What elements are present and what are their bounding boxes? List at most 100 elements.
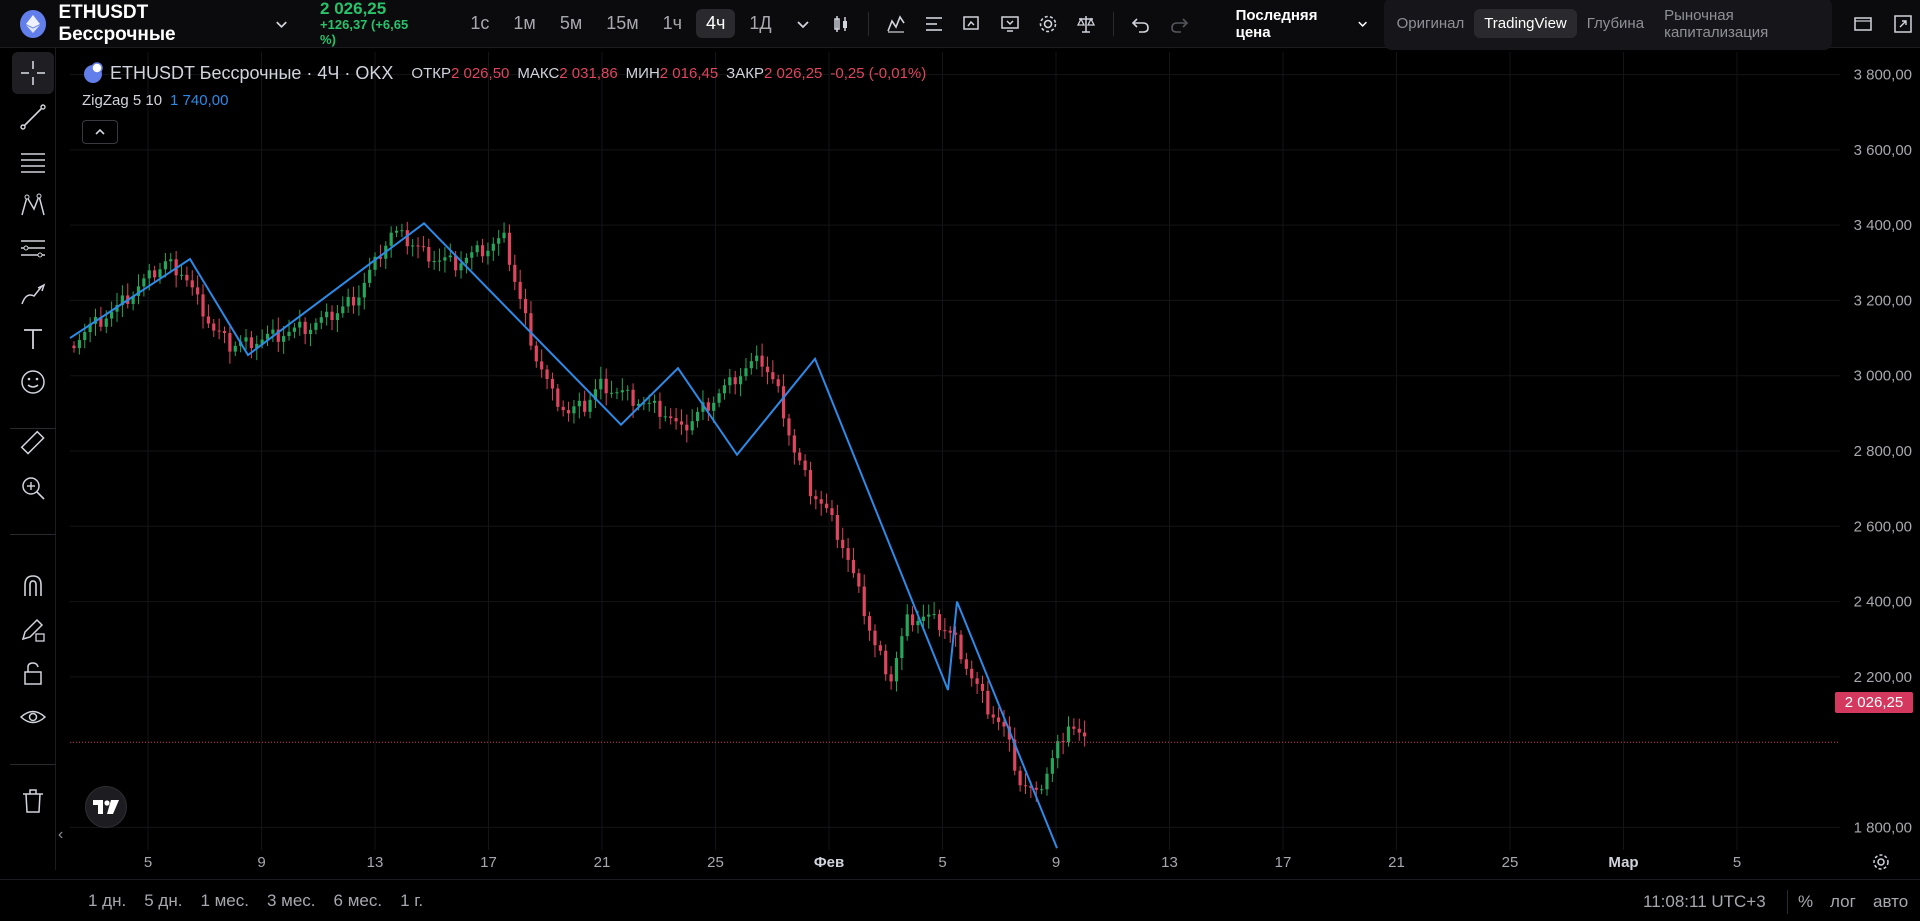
range-5d[interactable]: 5 дн. xyxy=(144,890,183,910)
range-6m[interactable]: 6 мес. xyxy=(333,890,383,910)
time-tick-label: Мар xyxy=(1608,854,1638,871)
candle-body xyxy=(959,634,963,660)
range-3m[interactable]: 3 мес. xyxy=(266,890,316,910)
tab-market-cap[interactable]: Рыночная капитализация xyxy=(1664,6,1769,41)
candle-body xyxy=(411,245,415,247)
smiley-icon xyxy=(21,370,45,394)
delete-tool[interactable] xyxy=(12,780,54,822)
lock-all-tool[interactable] xyxy=(12,653,54,695)
brush-tool[interactable] xyxy=(12,274,54,316)
divider xyxy=(1112,11,1114,36)
tf-4h[interactable]: 4ч xyxy=(696,9,736,38)
pattern-icon xyxy=(21,193,45,216)
candle-body xyxy=(1083,732,1087,737)
lock-drawing-tool[interactable] xyxy=(12,609,54,651)
candle-body xyxy=(997,717,1001,723)
divider xyxy=(867,11,869,36)
tf-1s[interactable]: 1с xyxy=(470,13,490,33)
legend-open-label: ОТКР xyxy=(411,64,451,82)
emoji-tool[interactable] xyxy=(12,361,54,403)
candle-body xyxy=(454,255,458,271)
fib-tool[interactable] xyxy=(12,229,54,271)
tf-1d[interactable]: 1Д xyxy=(749,13,772,33)
compare-scale-icon[interactable] xyxy=(1069,7,1103,41)
time-axis: 5 9 13 17 21 25 Фев 5 9 13 17 21 25 Мар 5 xyxy=(144,854,1741,871)
undo-icon[interactable] xyxy=(1124,7,1158,41)
log-scale-toggle[interactable]: лог xyxy=(1830,892,1856,911)
candle-body xyxy=(319,317,323,323)
candle-body xyxy=(755,355,759,362)
price-tick-label: 2 400,00 xyxy=(1854,594,1912,611)
collapse-legend-button[interactable] xyxy=(82,120,118,144)
candle-body xyxy=(115,304,119,312)
clock[interactable]: 11:08:11 UTC+3 xyxy=(1643,892,1766,911)
more-timeframes-chevron-icon[interactable] xyxy=(786,7,820,41)
crosshair-tool[interactable] xyxy=(12,52,54,94)
range-1m[interactable]: 1 мес. xyxy=(200,890,249,910)
templates-icon[interactable] xyxy=(917,7,951,41)
candle-body xyxy=(303,321,307,335)
candle-body xyxy=(126,295,130,304)
candle-body xyxy=(341,306,345,314)
tab-depth[interactable]: Глубина xyxy=(1586,15,1645,32)
magnet-tool[interactable] xyxy=(12,565,54,607)
tf-5m[interactable]: 5м xyxy=(559,13,583,33)
symbol-selector[interactable]: ETHUSDT Бессрочные xyxy=(0,0,290,48)
range-1y[interactable]: 1 г. xyxy=(400,890,424,910)
candles-group xyxy=(72,221,1087,802)
tf-1m[interactable]: 1м xyxy=(513,13,536,33)
layout-icon[interactable] xyxy=(1846,7,1880,41)
alert-icon[interactable] xyxy=(955,7,989,41)
last-price: 2 026,25 xyxy=(320,0,387,18)
tab-original[interactable]: Оригинал xyxy=(1396,15,1465,32)
candle-body xyxy=(480,245,485,257)
candle-body xyxy=(88,323,92,333)
auto-scale-toggle[interactable]: авто xyxy=(1873,892,1909,911)
trash-icon xyxy=(23,789,43,813)
collapse-toolbar-icon[interactable]: ‹ xyxy=(58,826,64,843)
trend-line-tool[interactable] xyxy=(12,96,54,138)
fib-retracement-icon xyxy=(21,240,45,258)
tf-15m[interactable]: 15м xyxy=(606,13,639,33)
fullscreen-icon[interactable] xyxy=(1886,7,1920,41)
settings-gear-icon[interactable] xyxy=(1031,7,1065,41)
candle-body xyxy=(975,678,979,684)
axis-settings-gear-icon[interactable] xyxy=(1870,851,1892,873)
candle-body xyxy=(276,329,280,342)
redo-icon[interactable] xyxy=(1162,7,1196,41)
time-tick-label: 17 xyxy=(480,854,497,871)
zoom-tool[interactable] xyxy=(12,467,54,509)
candle-body xyxy=(271,329,275,334)
candle-body xyxy=(808,470,813,497)
tf-1h[interactable]: 1ч xyxy=(662,13,682,33)
candle-body xyxy=(523,298,528,314)
price-type-selector[interactable]: Последняя цена xyxy=(1236,7,1370,41)
percent-scale-toggle[interactable]: % xyxy=(1798,892,1814,911)
trend-line-icon xyxy=(20,104,46,130)
tab-tradingview[interactable]: TradingView xyxy=(1474,9,1577,38)
candle-body xyxy=(862,586,866,617)
candle-body xyxy=(593,389,598,400)
measure-tool[interactable] xyxy=(12,422,54,464)
visibility-tool[interactable] xyxy=(12,697,54,739)
chevron-down-icon[interactable] xyxy=(273,15,290,33)
candle-type-icon[interactable] xyxy=(824,7,858,41)
candle-body xyxy=(346,296,350,307)
horizontal-lines-tool[interactable] xyxy=(12,141,54,183)
range-1d[interactable]: 1 дн. xyxy=(88,890,127,910)
candle-body xyxy=(459,263,463,271)
text-tool[interactable] xyxy=(12,318,54,360)
replay-icon[interactable] xyxy=(993,7,1027,41)
candle-body xyxy=(1034,787,1038,790)
indicators-icon[interactable] xyxy=(879,7,913,41)
candle-body xyxy=(701,402,705,412)
divider xyxy=(10,428,56,429)
candle-body xyxy=(486,250,490,257)
candle-body xyxy=(1050,758,1054,774)
tradingview-logo-icon[interactable] xyxy=(85,786,127,828)
pattern-tool[interactable] xyxy=(12,185,54,227)
indicator-legend[interactable]: ZigZag 5 10 1 740,00 xyxy=(82,92,228,109)
candle-body xyxy=(1007,726,1011,740)
price-type-label: Последняя цена xyxy=(1235,6,1318,41)
